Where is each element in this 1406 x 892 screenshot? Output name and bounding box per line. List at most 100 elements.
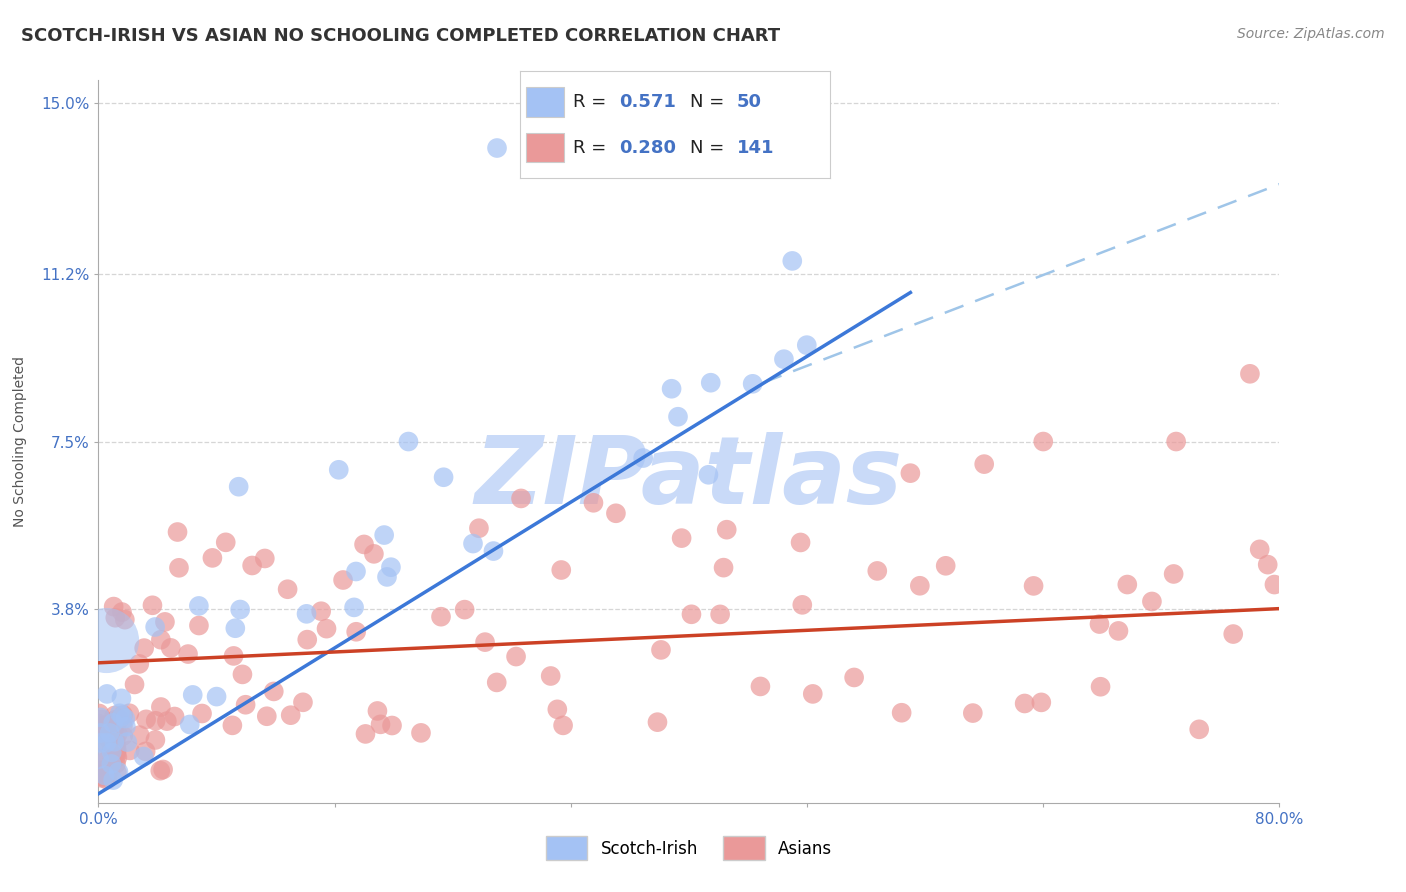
Point [485,675,508,690]
Point [1257,558,1279,572]
Point [430,609,453,624]
Point [224,621,246,635]
Point [159,640,181,655]
Point [222,648,245,663]
Point [103,715,125,730]
Point [235,698,257,712]
Point [114,613,136,627]
Point [179,717,201,731]
Point [90,764,112,778]
Point [671,531,693,545]
Point [114,712,136,726]
Point [650,643,672,657]
Point [149,764,172,778]
Point [482,544,505,558]
Point [94,633,117,648]
Point [468,521,491,535]
Point [398,434,420,449]
Point [105,756,128,771]
Point [89,752,111,766]
Text: ZIPatlas: ZIPatlas [475,432,903,524]
Point [256,709,278,723]
Point [90,736,112,750]
Point [228,480,250,494]
Point [100,756,122,770]
Point [789,535,811,549]
Text: 0.280: 0.280 [619,138,676,157]
Point [205,690,228,704]
Point [890,706,912,720]
Point [112,729,135,743]
Point [191,706,214,721]
Point [145,733,167,747]
Point [177,647,200,661]
Point [104,732,127,747]
Point [1140,594,1163,608]
Point [380,560,402,574]
Point [101,736,124,750]
Legend: Scotch-Irish, Asians: Scotch-Irish, Asians [538,830,839,867]
Point [363,547,385,561]
Point [111,719,134,733]
Point [1014,697,1036,711]
Point [1239,367,1261,381]
Point [842,670,865,684]
Point [796,338,818,352]
Point [935,558,957,573]
Text: R =: R = [572,138,606,157]
Text: N =: N = [690,138,724,157]
Point [647,715,669,730]
Point [90,726,112,740]
Point [782,253,804,268]
Point [370,717,392,731]
Point [263,684,285,698]
Point [97,731,120,745]
Point [98,726,121,740]
Point [1022,579,1045,593]
Point [409,726,432,740]
Point [908,579,931,593]
Point [112,707,135,722]
Point [354,727,377,741]
Point [240,558,263,573]
Text: N =: N = [690,93,724,112]
Point [100,735,122,749]
Point [104,748,127,763]
Point [309,604,332,618]
Text: 0.571: 0.571 [619,93,676,112]
Point [461,536,484,550]
Point [221,718,243,732]
Text: R =: R = [572,93,606,112]
Point [328,463,350,477]
Point [1088,617,1111,632]
Point [295,607,318,621]
Point [1222,627,1244,641]
Point [166,524,188,539]
Point [486,141,509,155]
Point [89,766,111,780]
Point [1031,695,1053,709]
Point [900,466,922,480]
Point [187,599,209,613]
Point [153,615,176,629]
Point [749,680,772,694]
Point [551,718,574,732]
Point [167,561,190,575]
Point [91,713,114,727]
Point [962,706,984,720]
Point [93,768,115,782]
Point [149,632,172,647]
Point [1263,577,1285,591]
Point [453,602,475,616]
Point [108,713,131,727]
Point [181,688,204,702]
Point [366,704,388,718]
Point [375,570,398,584]
Point [801,687,824,701]
Point [713,560,735,574]
Point [110,691,132,706]
Point [163,709,186,723]
Point [100,745,122,759]
Point [105,742,128,756]
Point [93,735,115,749]
